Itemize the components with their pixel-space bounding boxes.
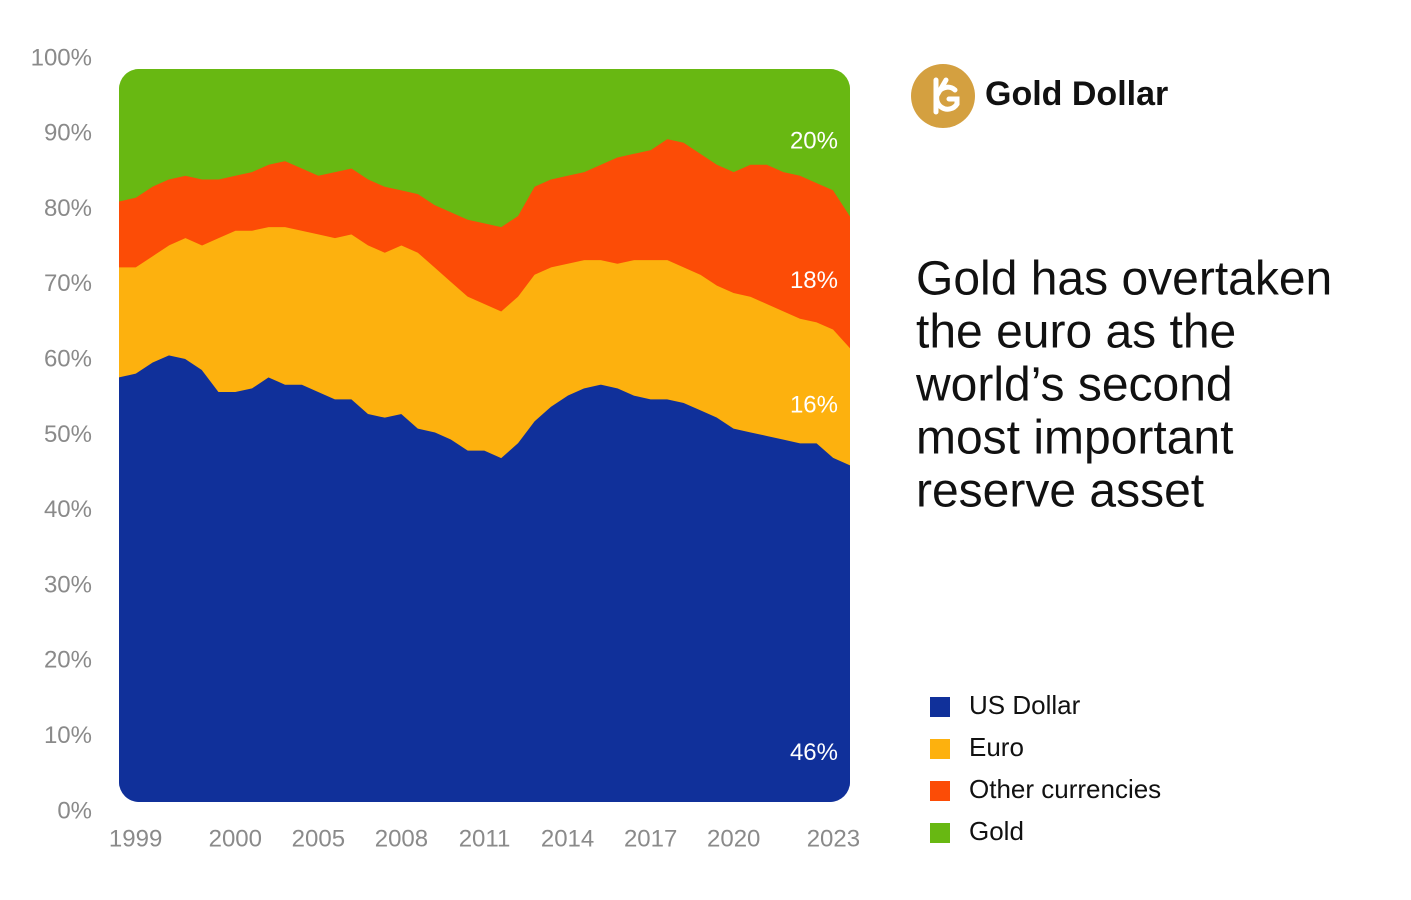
end-label: 46%	[790, 739, 838, 766]
legend-swatch	[930, 739, 950, 759]
legend-label: US Dollar	[969, 690, 1081, 720]
y-tick-label: 80%	[44, 195, 92, 222]
x-tick-label: 2000	[209, 825, 262, 852]
headline: world’s second	[915, 359, 1233, 412]
x-tick-label: 2005	[292, 825, 345, 852]
headline: most important	[916, 412, 1233, 465]
y-tick-label: 40%	[44, 496, 92, 523]
legend-swatch	[930, 781, 950, 801]
y-tick-label: 100%	[31, 44, 92, 71]
x-tick-label: 2017	[624, 825, 677, 852]
plot-area	[119, 69, 850, 802]
y-tick-label: 0%	[57, 797, 92, 824]
x-tick-label: 2023	[807, 825, 860, 852]
legend-label: Gold	[969, 816, 1024, 846]
legend-swatch	[930, 823, 950, 843]
headline: the euro as the	[916, 306, 1236, 359]
y-tick-label: 30%	[44, 571, 92, 598]
headline: reserve asset	[916, 465, 1204, 518]
legend-label: Other currencies	[969, 774, 1161, 804]
logo-mark	[933, 77, 960, 115]
y-tick-label: 60%	[44, 346, 92, 373]
area	[119, 69, 850, 228]
x-tick-label: 2011	[459, 825, 511, 852]
end-label: 16%	[790, 392, 838, 419]
y-tick-label: 10%	[44, 722, 92, 749]
y-tick-label: 20%	[44, 647, 92, 674]
x-tick-label: 1999	[109, 825, 162, 852]
y-tick-label: 50%	[44, 421, 92, 448]
end-label: 18%	[790, 267, 838, 294]
headline: Gold has overtaken	[916, 253, 1332, 306]
logo	[911, 64, 975, 128]
brand: Gold Dollar	[985, 75, 1168, 113]
end-label: 20%	[790, 128, 838, 155]
x-tick-label: 2014	[541, 825, 594, 852]
y-tick-label: 90%	[44, 120, 92, 147]
legend-label: Euro	[969, 732, 1024, 762]
x-tick-label: 2020	[707, 825, 760, 852]
legend-swatch	[930, 697, 950, 717]
x-tick-label: 2008	[375, 825, 428, 852]
y-tick-label: 70%	[44, 270, 92, 297]
